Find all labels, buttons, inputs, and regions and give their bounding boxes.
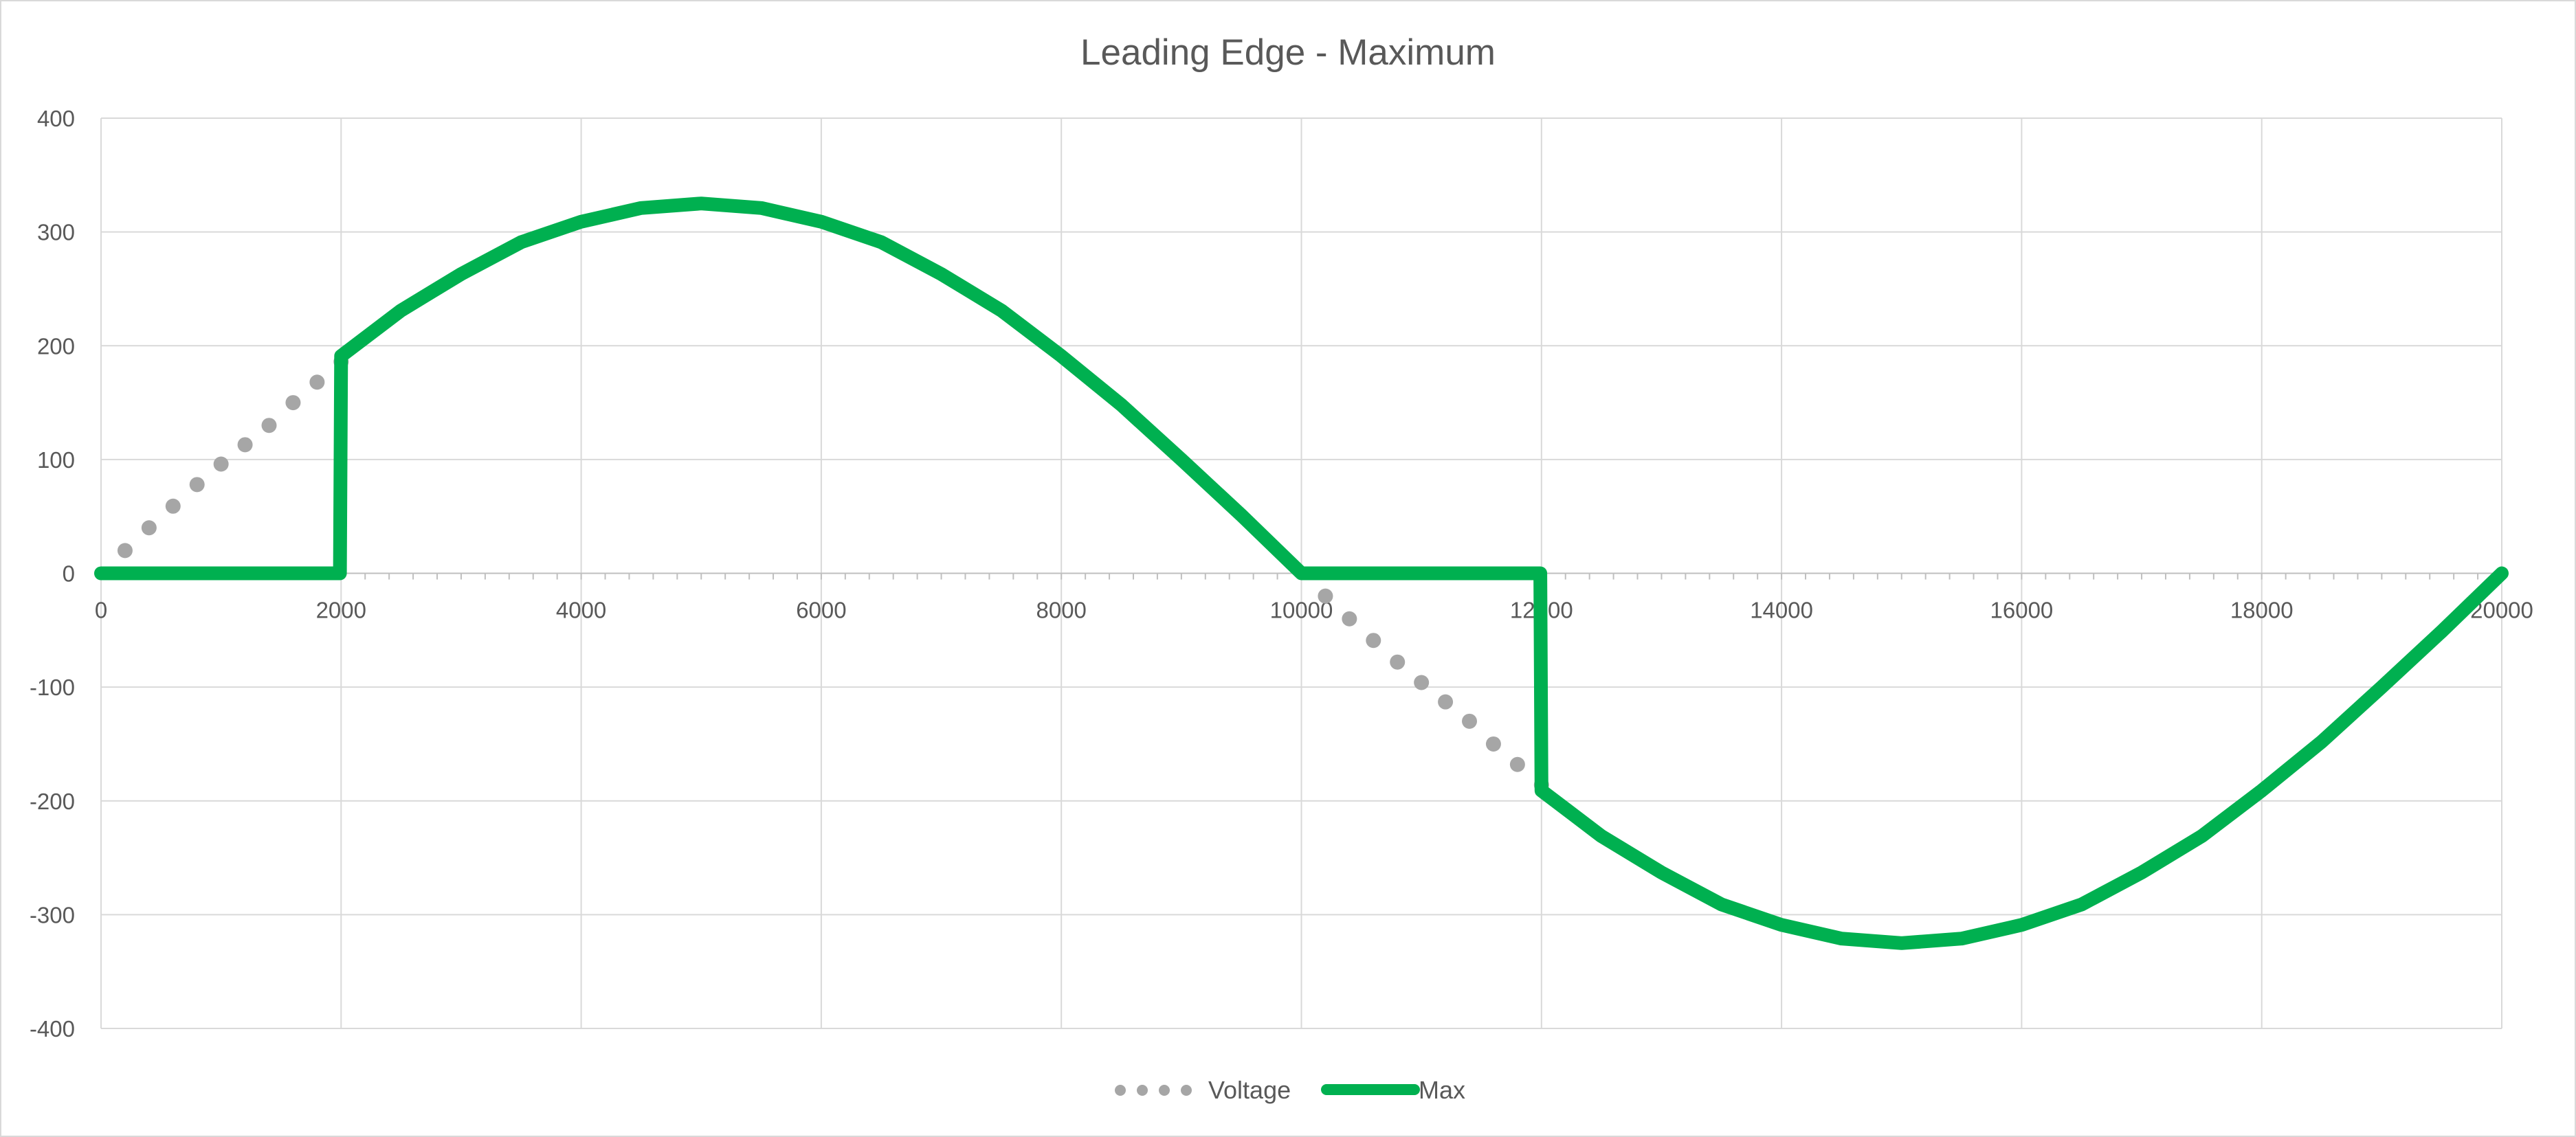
legend-item-voltage[interactable]: Voltage: [1115, 1076, 1291, 1104]
voltage-point: [1342, 611, 1357, 627]
voltage-point: [1509, 756, 1525, 772]
legend-voltage-label: Voltage: [1208, 1076, 1291, 1104]
voltage-point: [1390, 654, 1406, 670]
voltage-point: [1462, 713, 1478, 729]
voltage-point: [189, 477, 205, 493]
voltage-point: [165, 498, 181, 514]
y-tick-label: 400: [37, 106, 75, 131]
legend: Voltage Max: [1115, 1076, 1465, 1104]
voltage-point: [1366, 633, 1381, 649]
voltage-point: [141, 520, 157, 536]
y-tick-label: 100: [37, 447, 75, 473]
series-layer: [94, 196, 2509, 950]
x-tick-label: 8000: [1036, 598, 1086, 623]
voltage-point: [1438, 694, 1454, 710]
x-tick-label: 18000: [2230, 598, 2294, 623]
x-tick-label: 2000: [316, 598, 366, 623]
legend-voltage-marker: [1137, 1085, 1148, 1096]
x-tick-label: 16000: [1990, 598, 2054, 623]
x-tick-label: 0: [95, 598, 107, 623]
y-tick-label: 200: [37, 333, 75, 359]
y-tick-label: -300: [30, 902, 75, 927]
voltage-point: [237, 437, 253, 453]
voltage-point: [117, 543, 133, 559]
voltage-point: [1318, 588, 1333, 604]
y-tick-label: -400: [30, 1016, 75, 1042]
legend-voltage-marker: [1159, 1085, 1170, 1096]
y-tick-label: -100: [30, 675, 75, 700]
legend-max-label: Max: [1419, 1076, 1465, 1104]
y-tick-label: 0: [63, 561, 75, 587]
y-tick-label: -200: [30, 789, 75, 814]
voltage-point: [285, 395, 301, 411]
voltage-point: [213, 456, 229, 472]
voltage-point: [309, 374, 325, 390]
voltage-point: [261, 418, 277, 434]
axis-layer: 400 300 200 100 0 -100 -200 -300 -400 0 2000 4000 60…: [30, 106, 2533, 1042]
legend-item-max[interactable]: Max: [1321, 1076, 1465, 1104]
x-tick-label: 4000: [556, 598, 606, 623]
y-tick-label: 300: [37, 220, 75, 245]
legend-voltage-marker: [1181, 1085, 1192, 1096]
legend-voltage-marker: [1115, 1085, 1126, 1096]
voltage-point: [1414, 675, 1430, 690]
chart-title: Leading Edge - Maximum: [1080, 32, 1496, 73]
max-series-line: [94, 196, 2509, 950]
x-tick-label: 6000: [796, 598, 846, 623]
voltage-point: [1485, 736, 1501, 752]
x-tick-label: 14000: [1750, 598, 1813, 623]
